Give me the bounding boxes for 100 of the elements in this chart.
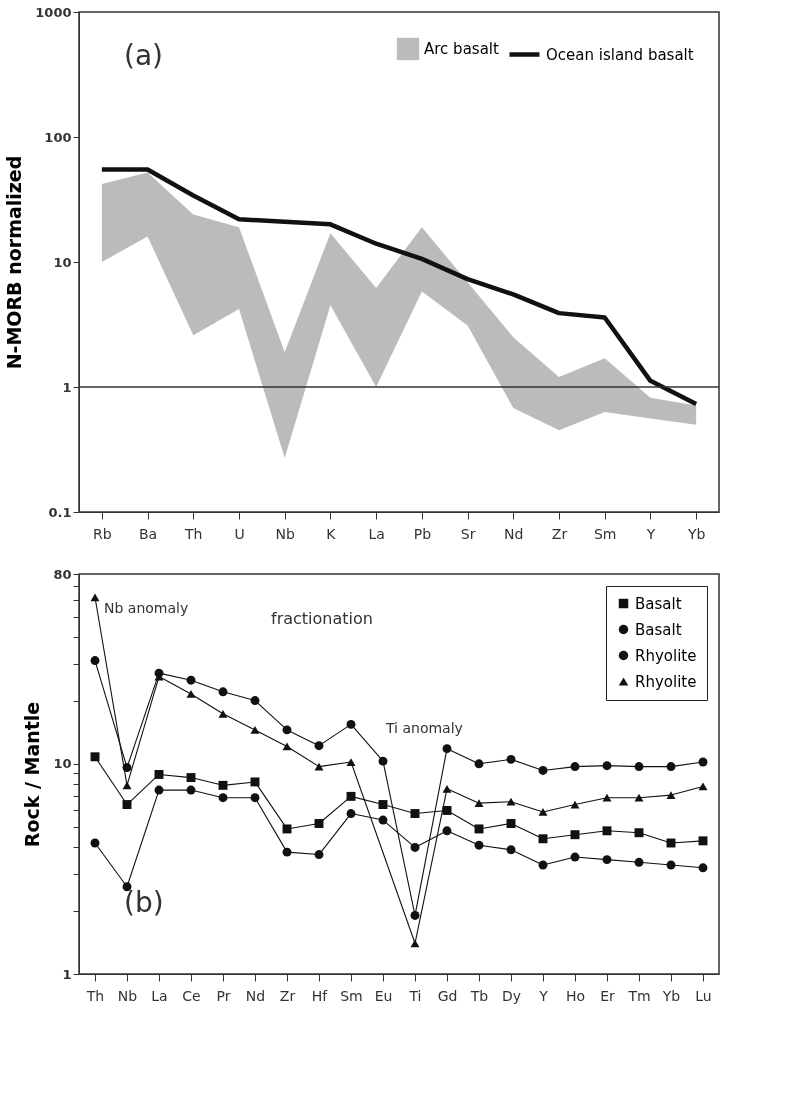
point (250, 726, 260, 734)
point (250, 793, 260, 803)
point (282, 824, 292, 834)
x-tick-label: Sm (340, 987, 363, 1004)
legend-label: Arc basalt (424, 40, 499, 58)
point (634, 828, 644, 838)
point (410, 809, 420, 819)
y-tick-label: 10 (53, 254, 72, 270)
point (506, 754, 516, 764)
x-tick-label: Rb (93, 525, 112, 542)
y-tick-label: 100 (44, 129, 72, 145)
point (474, 799, 484, 808)
point (474, 840, 484, 850)
y-tick-label: 0.1 (48, 504, 72, 520)
point (698, 863, 708, 873)
point (442, 805, 452, 815)
x-tick-label: Sr (460, 525, 476, 542)
point (218, 793, 228, 803)
point (442, 784, 452, 793)
x-tick-label: Er (600, 987, 616, 1004)
point (186, 675, 196, 685)
point (378, 800, 388, 810)
point (602, 793, 612, 802)
y-tick-label: 80 (53, 566, 72, 582)
point (282, 742, 292, 751)
point (346, 758, 356, 766)
x-tick-label: Y (645, 525, 656, 542)
point (282, 847, 292, 857)
point (90, 593, 100, 602)
point (250, 696, 260, 706)
point (314, 850, 324, 860)
point (634, 762, 644, 772)
point (442, 744, 452, 754)
point (218, 687, 228, 697)
y-axis-title: N-MORB normalized (3, 155, 26, 370)
point (538, 860, 548, 870)
x-tick-label: U (234, 525, 245, 542)
point (250, 777, 260, 787)
point (506, 819, 516, 828)
point (314, 741, 324, 751)
y-tick-label: 10 (53, 756, 72, 772)
legend-label: Ocean island basalt (546, 45, 694, 64)
point (346, 791, 356, 801)
point (346, 719, 356, 729)
x-tick-label: Zr (551, 525, 568, 542)
x-tick-label: Tb (469, 987, 489, 1004)
x-tick-label: Nd (504, 525, 524, 542)
point (666, 762, 676, 772)
point (218, 709, 228, 718)
x-tick-label: Th (85, 987, 105, 1004)
point (186, 785, 196, 795)
point (570, 830, 580, 840)
x-tick-label: La (368, 525, 385, 542)
point (378, 756, 388, 766)
point (666, 791, 676, 799)
annotation: (b) (124, 886, 164, 919)
point (570, 762, 580, 772)
point (314, 819, 324, 828)
point (538, 834, 548, 844)
point (154, 785, 164, 795)
point (410, 939, 420, 948)
x-tick-label: Y (538, 987, 549, 1004)
legend-label: Basalt (635, 594, 682, 613)
x-tick-label: Nb (275, 525, 296, 542)
x-tick-label: Yb (661, 987, 681, 1004)
legend-label: Basalt (635, 620, 682, 639)
annotation: Ti anomaly (385, 720, 463, 736)
annotation: fractionation (271, 609, 373, 628)
y-axis-title: Rock / Mantle (21, 701, 44, 848)
point (154, 769, 164, 779)
x-tick-label: Sm (593, 525, 617, 542)
x-tick-label: Hf (311, 987, 329, 1004)
x-tick-label: Th (184, 525, 203, 542)
point (122, 763, 132, 772)
y-tick-label: 1000 (35, 4, 72, 20)
point (698, 757, 708, 767)
point (410, 842, 420, 852)
point (538, 808, 548, 816)
x-tick-label: Yb (686, 525, 706, 542)
x-tick-label: Lu (695, 987, 712, 1004)
point (218, 780, 228, 790)
x-tick-label: K (326, 525, 337, 542)
x-tick-label: Eu (374, 987, 393, 1004)
point (474, 759, 484, 769)
x-tick-label: Ti (408, 987, 422, 1004)
x-tick-label: La (151, 987, 168, 1004)
point (282, 725, 292, 735)
x-tick-label: Pr (216, 987, 231, 1004)
x-tick-label: Gd (437, 987, 458, 1004)
point (378, 815, 388, 825)
x-tick-label: Ba (138, 525, 158, 542)
point (602, 826, 612, 836)
point (90, 752, 100, 762)
point (122, 781, 132, 790)
legend-label: Rhyolite (635, 672, 697, 691)
point (538, 765, 548, 775)
point (186, 773, 196, 783)
x-tick-label: Pb (413, 525, 432, 542)
x-tick-label: Dy (501, 987, 522, 1004)
line-series (99, 167, 699, 407)
